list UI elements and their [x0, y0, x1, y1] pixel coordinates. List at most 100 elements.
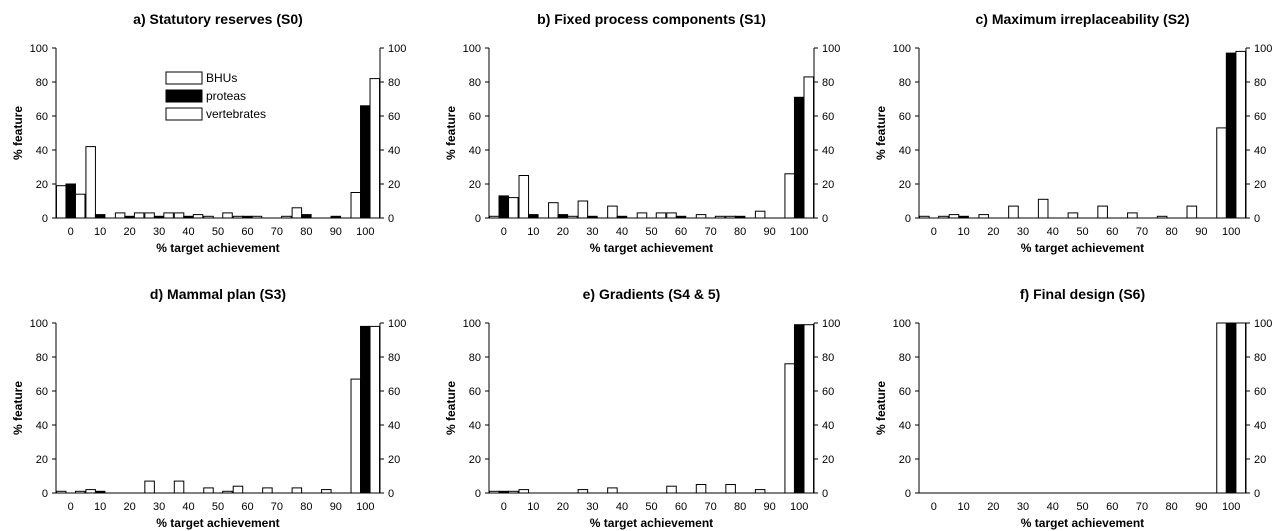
chart-title: d) Mammal plan (S3) [150, 286, 286, 302]
right-y-tick-label: 0 [822, 488, 828, 500]
left-y-tick-label: 20 [899, 179, 911, 191]
right-y-tick-label: 80 [1254, 352, 1266, 364]
x-tick-label: 80 [1166, 501, 1178, 513]
bar-vertebrates-100 [369, 325, 381, 494]
left-y-tick-label: 0 [475, 488, 481, 500]
x-tick-label: 70 [704, 501, 716, 513]
bar-bhus-60 [666, 485, 677, 494]
bar-bhus-100 [784, 363, 795, 494]
bar-vertebrates-0 [74, 193, 86, 219]
bar-vertebrates-50 [222, 212, 233, 219]
bar-bhus-90 [1186, 205, 1198, 219]
x-tick-label: 90 [330, 501, 342, 513]
right-y-tick-label: 80 [1254, 77, 1266, 89]
bar-bhus-100 [350, 192, 362, 219]
right-y-tick-label: 40 [388, 420, 400, 432]
x-tick-label: 40 [182, 501, 194, 513]
left-y-tick-label: 80 [899, 77, 911, 89]
x-tick-label: 30 [586, 501, 598, 513]
bar-bhus-0 [488, 215, 500, 219]
x-tick-label: 30 [153, 501, 165, 513]
x-tick-label: 90 [764, 501, 776, 513]
left-y-tick-label: 40 [899, 420, 911, 432]
bar-bhus-70 [262, 487, 273, 494]
bar-bhus-100 [350, 378, 362, 494]
bar-proteas-0 [498, 195, 510, 219]
x-axis-label: % target achievement [590, 241, 713, 255]
x-tick-label: 10 [957, 501, 969, 513]
bar-vertebrates-70 [714, 215, 726, 219]
x-tick-label: 30 [1017, 501, 1029, 513]
x-tick-label: 80 [734, 226, 746, 238]
right-y-tick-label: 100 [388, 318, 406, 330]
left-y-tick-label: 100 [893, 43, 911, 55]
legend-swatch-proteas [165, 89, 203, 103]
bar-proteas-20 [557, 214, 569, 219]
x-tick-label: 20 [987, 501, 999, 513]
chart-title: e) Gradients (S4 & 5) [583, 286, 721, 302]
x-tick-label: 40 [1047, 226, 1059, 238]
bar-bhus-10 [85, 146, 96, 219]
x-tick-label: 20 [124, 226, 136, 238]
right-y-tick-label: 0 [1254, 213, 1260, 225]
bar-bhus-40 [607, 205, 618, 219]
right-y-tick-label: 60 [1254, 111, 1266, 123]
x-tick-label: 70 [1136, 226, 1148, 238]
bar-bhus-40 [173, 480, 185, 494]
left-y-tick-label: 40 [899, 145, 911, 157]
left-y-tick-label: 0 [475, 213, 481, 225]
x-tick-label: 40 [616, 226, 628, 238]
right-y-tick-label: 60 [388, 111, 400, 123]
x-tick-label: 50 [645, 226, 657, 238]
chart-title: c) Maximum irreplaceability (S2) [976, 11, 1190, 27]
bar-bhus-60 [666, 212, 677, 219]
legend-label-vertebrates: vertebrates [206, 107, 266, 121]
x-tick-label: 50 [212, 226, 224, 238]
y-axis-label: % feature [11, 106, 25, 160]
x-tick-label: 60 [241, 226, 253, 238]
bar-vertebrates-20 [133, 212, 145, 219]
y-axis-label: % feature [444, 381, 458, 435]
x-tick-label: 0 [68, 501, 74, 513]
x-axis-label: % target achievement [1021, 516, 1144, 530]
x-tick-label: 60 [675, 226, 687, 238]
x-tick-label: 100 [1222, 226, 1240, 238]
x-tick-label: 80 [734, 501, 746, 513]
right-y-tick-label: 0 [822, 213, 828, 225]
bar-bhus-80 [725, 484, 736, 494]
bar-bhus-50 [203, 487, 214, 494]
x-tick-label: 70 [271, 501, 283, 513]
x-tick-label: 100 [790, 501, 808, 513]
y-axis-label: % feature [874, 106, 888, 160]
bar-proteas-60 [675, 215, 687, 219]
bar-proteas-0 [498, 490, 510, 494]
bar-proteas-100 [360, 105, 371, 219]
bar-proteas-10 [528, 214, 539, 219]
bar-bhus-0 [55, 185, 67, 219]
x-axis-label: % target achievement [590, 516, 713, 530]
x-axis-label: % target achievement [156, 241, 279, 255]
bar-proteas-60 [242, 215, 253, 219]
bar-bhus-10 [948, 214, 960, 219]
bar-bhus-100 [1216, 322, 1227, 494]
bar-bhus-70 [695, 484, 707, 494]
x-tick-label: 70 [1136, 501, 1148, 513]
bar-bhus-30 [577, 200, 589, 219]
x-tick-label: 50 [212, 501, 224, 513]
chart-panel-b: b) Fixed process components (S1) 0 0 20 20 40… [444, 11, 840, 255]
x-tick-label: 10 [94, 501, 106, 513]
bar-bhus-60 [232, 485, 244, 494]
bar-bhus-30 [144, 480, 155, 494]
bar-proteas-10 [94, 214, 106, 219]
bar-bhus-90 [321, 489, 332, 494]
bar-bhus-10 [518, 175, 530, 219]
bar-bhus-40 [607, 487, 618, 494]
left-y-tick-label: 100 [30, 43, 48, 55]
y-axis-label: % feature [874, 381, 888, 435]
chart-panel-a: a) Statutory reserves (S0) 0 0 20 20 40 40 60 60… [11, 11, 406, 255]
bar-bhus-30 [144, 212, 155, 219]
right-y-tick-label: 80 [388, 77, 400, 89]
x-tick-label: 60 [1106, 226, 1118, 238]
bar-bhus-100 [1216, 127, 1227, 219]
